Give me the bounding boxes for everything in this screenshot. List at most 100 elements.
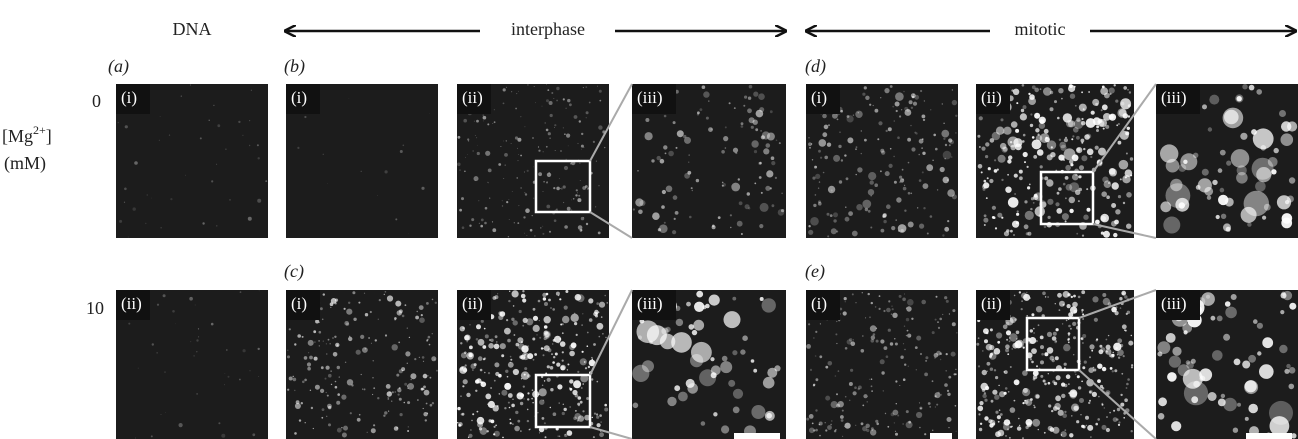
speckle [1012, 348, 1013, 349]
speckle [1072, 154, 1079, 161]
speckle [928, 402, 931, 405]
speckle [181, 96, 182, 97]
speckle [828, 124, 830, 126]
speckle [1027, 166, 1029, 168]
speckle [498, 374, 502, 378]
speckle [664, 222, 666, 224]
speckle [1093, 369, 1096, 372]
speckle [1059, 139, 1061, 141]
speckle [475, 379, 479, 383]
speckle [386, 384, 391, 389]
speckle [907, 334, 911, 338]
speckle [550, 114, 553, 117]
speckle [1066, 374, 1071, 379]
speckle [175, 324, 176, 325]
speckle [435, 302, 437, 304]
speckle [582, 383, 584, 385]
speckle [417, 311, 418, 312]
speckle [1031, 197, 1034, 200]
speckle [751, 140, 758, 147]
speckle [739, 201, 743, 205]
speckle [581, 229, 583, 231]
speckle [560, 150, 562, 152]
speckle [399, 369, 403, 373]
speckle [813, 204, 816, 207]
speckle [1008, 197, 1019, 208]
speckle [511, 91, 512, 92]
speckle [1249, 85, 1255, 91]
speckle [870, 227, 872, 229]
speckle [507, 376, 509, 378]
speckle [1073, 354, 1074, 355]
speckle [465, 364, 467, 366]
speckle [1023, 134, 1026, 137]
speckle [776, 140, 778, 142]
speckle [314, 331, 315, 332]
speckle [481, 381, 484, 384]
speckle [394, 319, 396, 321]
speckle [475, 135, 476, 136]
speckle [1075, 105, 1077, 107]
speckle [179, 423, 183, 427]
speckle [578, 404, 580, 406]
speckle [377, 397, 379, 399]
speckle [586, 117, 587, 118]
speckle [876, 328, 877, 329]
speckle [402, 370, 403, 371]
speckle [1032, 85, 1036, 89]
speckle [1007, 159, 1011, 163]
speckle [1104, 407, 1105, 408]
speckle [761, 192, 763, 194]
speckle [1009, 340, 1011, 342]
speckle [824, 125, 829, 130]
speckle [522, 325, 524, 327]
speckle [729, 102, 731, 104]
speckle [567, 99, 570, 102]
speckle [809, 147, 811, 149]
speckle [522, 298, 526, 302]
speckle [423, 386, 426, 389]
speckle [942, 234, 944, 236]
speckle [1244, 380, 1258, 394]
speckle [1119, 297, 1122, 300]
speckle [1062, 413, 1067, 418]
speckle [755, 128, 758, 131]
speckle [572, 390, 577, 395]
speckle [562, 351, 564, 353]
speckle [881, 371, 884, 374]
speckle [754, 150, 757, 153]
speckle [894, 120, 896, 122]
speckle [525, 208, 530, 213]
speckle [849, 400, 850, 401]
speckle [365, 313, 368, 316]
speckle [544, 331, 548, 335]
speckle [213, 105, 214, 106]
speckle [492, 228, 496, 232]
speckle [990, 328, 993, 331]
speckle [814, 166, 817, 169]
speckle [430, 404, 433, 407]
speckle [577, 371, 579, 373]
speckle [890, 342, 893, 345]
speckle [498, 311, 502, 315]
speckle [124, 188, 127, 191]
speckle [1097, 364, 1102, 369]
speckle [1063, 291, 1070, 298]
speckle [257, 199, 261, 203]
speckle [908, 162, 910, 164]
speckle [599, 432, 604, 437]
speckle [1123, 417, 1125, 419]
speckle [908, 366, 909, 367]
speckle [547, 378, 551, 382]
speckle [1126, 387, 1128, 389]
speckle [938, 392, 940, 394]
speckle [544, 325, 548, 329]
speckle [571, 209, 573, 211]
speckle [152, 343, 154, 345]
speckle [546, 99, 549, 102]
speckle [1024, 224, 1029, 229]
speckle [483, 115, 484, 116]
speckle [539, 320, 540, 321]
speckle [674, 218, 676, 220]
speckle [509, 407, 511, 409]
